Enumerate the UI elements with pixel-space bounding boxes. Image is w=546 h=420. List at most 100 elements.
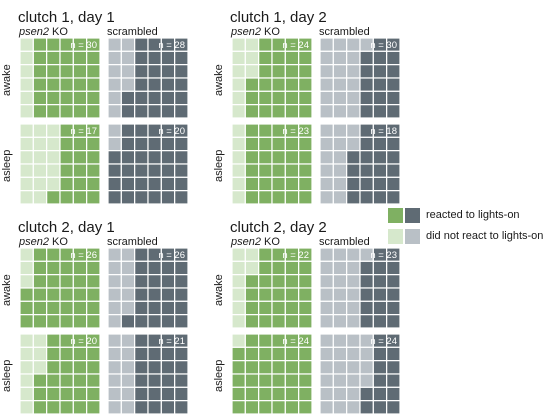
waffle-cell [386, 77, 401, 92]
waffle-cell [386, 50, 401, 66]
waffle-cell [271, 373, 286, 388]
waffle-cell [271, 300, 286, 316]
waffle-cell [258, 136, 273, 152]
waffle-cell [271, 287, 286, 302]
waffle-cell [59, 274, 74, 289]
waffle-cell [359, 400, 374, 415]
waffle-cell [258, 90, 273, 106]
genotype-gene: psen2 [231, 236, 261, 248]
waffle-cell [346, 373, 361, 388]
waffle-cell [231, 163, 246, 178]
waffle-scrambled-awake-4: n = 23 [319, 247, 401, 329]
waffle-cell [107, 333, 122, 348]
waffle-cell [120, 300, 136, 316]
waffle-cell [160, 360, 176, 375]
waffle-cell [244, 50, 260, 66]
genotype-gene: psen2 [19, 236, 49, 248]
waffle-cell [372, 150, 388, 165]
waffle-cell [284, 104, 300, 119]
legend-label-reacted: reacted to lights-on [426, 209, 520, 221]
waffle-cell [346, 360, 361, 375]
n-label: n = 30 [370, 40, 397, 51]
waffle-cell [258, 163, 273, 178]
waffle-cell [19, 333, 34, 348]
waffle-cell [359, 50, 374, 66]
waffle-cell [386, 360, 401, 375]
waffle-cell [174, 260, 189, 276]
waffle-cell [72, 400, 88, 415]
n-label: n = 23 [282, 126, 309, 137]
waffle-cell [284, 314, 300, 329]
waffle-cell [72, 190, 88, 205]
waffle-cell [174, 400, 189, 415]
waffle-cell [19, 190, 34, 205]
waffle-cell [244, 77, 260, 92]
waffle-cell [107, 346, 122, 362]
waffle-cell [271, 260, 286, 276]
waffle-cell [19, 346, 34, 362]
waffle-psen2-asleep-3: n = 20 [19, 333, 101, 415]
waffle-cell [174, 274, 189, 289]
waffle-cell [271, 163, 286, 178]
waffle-cell [386, 136, 401, 152]
waffle-cell [174, 176, 189, 192]
genotype-suffix: KO [260, 26, 280, 38]
waffle-cell [160, 346, 176, 362]
waffle-cell [258, 373, 273, 388]
row-label-awake: awake [1, 64, 13, 96]
waffle-cell [271, 50, 286, 66]
waffle-cell [134, 386, 149, 402]
waffle-cell [19, 50, 34, 66]
waffle-cell [332, 287, 348, 302]
waffle-cell [231, 136, 246, 152]
waffle-cell [107, 104, 122, 119]
waffle-cell [319, 287, 334, 302]
waffle-cell [359, 77, 374, 92]
n-label: n = 26 [70, 250, 97, 261]
waffle-cell [134, 176, 149, 192]
waffle-cell [19, 77, 34, 92]
waffle-cell [120, 274, 136, 289]
waffle-cell [386, 314, 401, 329]
waffle-cell [59, 314, 74, 329]
row-label-asleep: asleep [213, 359, 225, 392]
waffle-cell [160, 190, 176, 205]
waffle-cell [32, 190, 48, 205]
waffle-cell [46, 274, 61, 289]
waffle-cell [59, 64, 74, 79]
legend-swatch-psen2-reacted [388, 207, 403, 223]
waffle-cell [19, 260, 34, 276]
waffle-cell [386, 386, 401, 402]
waffle-cell [19, 360, 34, 375]
waffle-cell [346, 77, 361, 92]
waffle-cell [231, 314, 246, 329]
waffle-cell [120, 346, 136, 362]
waffle-cell [107, 64, 122, 79]
waffle-cell [32, 287, 48, 302]
waffle-cell [346, 90, 361, 106]
waffle-cell [32, 314, 48, 329]
waffle-cell [271, 176, 286, 192]
waffle-cell [284, 190, 300, 205]
waffle-cell [134, 104, 149, 119]
waffle-cell [134, 77, 149, 92]
waffle-cell [372, 300, 388, 316]
waffle-cell [244, 386, 260, 402]
n-label: n = 30 [70, 40, 97, 51]
waffle-cell [120, 37, 136, 52]
waffle-cell [59, 346, 74, 362]
waffle-cell [120, 136, 136, 152]
waffle-cell [332, 136, 348, 152]
waffle-cell [160, 274, 176, 289]
waffle-cell [231, 400, 246, 415]
waffle-cell [120, 163, 136, 178]
waffle-cell [332, 373, 348, 388]
waffle-cell [59, 136, 74, 152]
waffle-cell [32, 90, 48, 106]
waffle-cell [372, 274, 388, 289]
waffle-cell [46, 400, 61, 415]
waffle-cell [19, 176, 34, 192]
waffle-cell [59, 176, 74, 192]
